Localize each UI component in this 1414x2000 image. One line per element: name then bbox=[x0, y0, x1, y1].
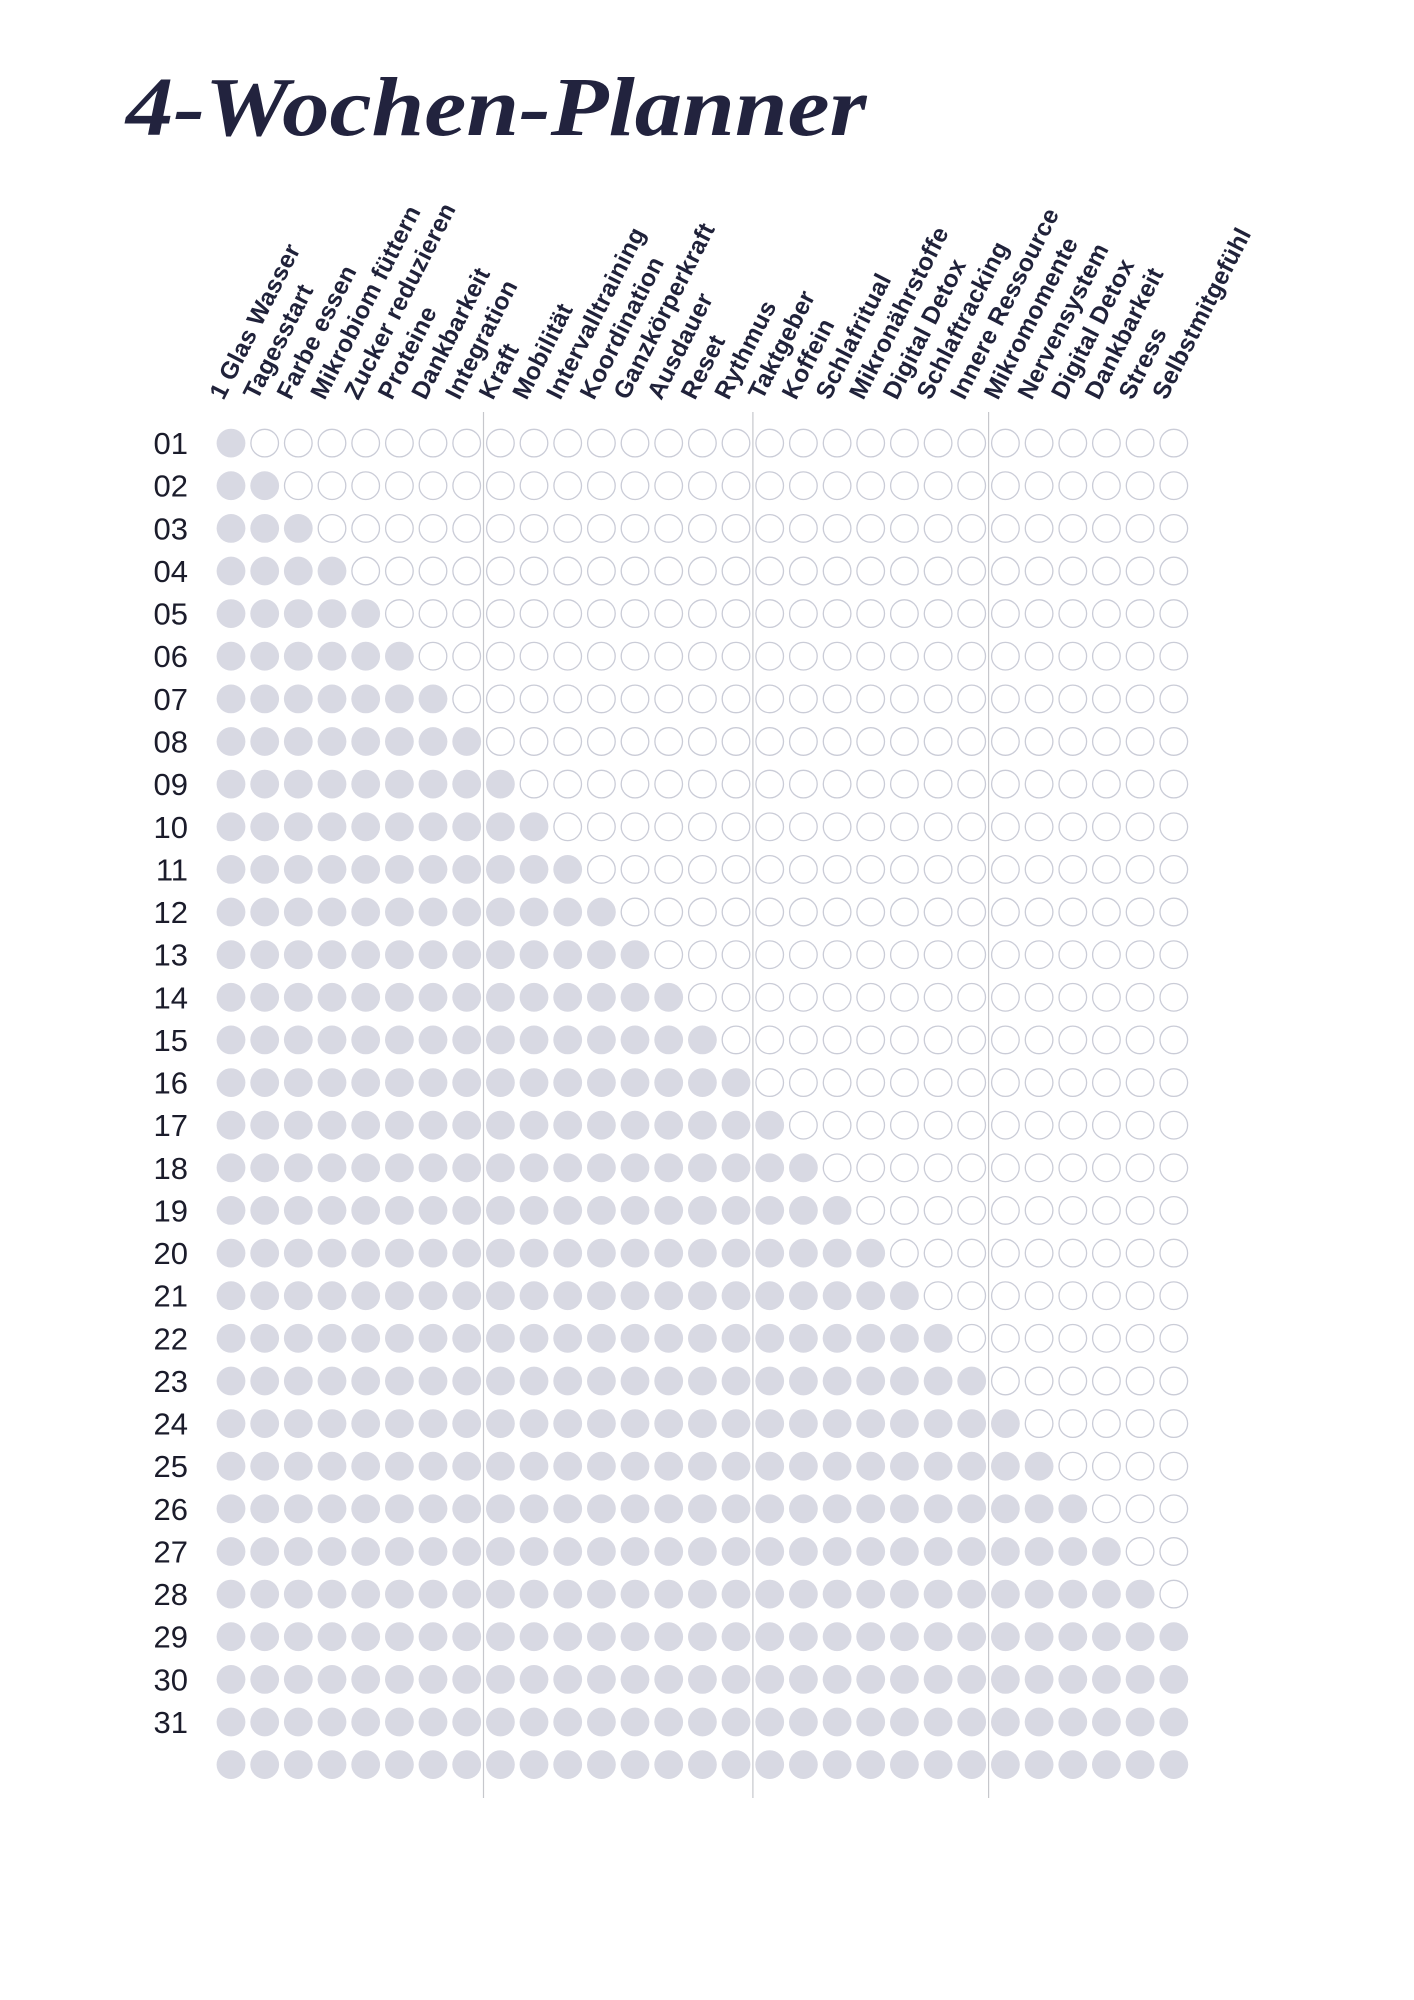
svg-text:13: 13 bbox=[154, 938, 188, 973]
svg-text:09: 09 bbox=[154, 767, 188, 802]
svg-text:17: 17 bbox=[154, 1108, 188, 1143]
svg-text:25: 25 bbox=[154, 1449, 188, 1484]
svg-text:22: 22 bbox=[154, 1321, 188, 1356]
svg-text:30: 30 bbox=[154, 1662, 188, 1697]
svg-text:27: 27 bbox=[154, 1535, 188, 1570]
svg-text:04: 04 bbox=[154, 554, 188, 589]
svg-text:12: 12 bbox=[154, 895, 188, 930]
svg-text:Selbstmitgefühl: Selbstmitgefühl bbox=[1148, 224, 1258, 404]
svg-text:15: 15 bbox=[154, 1023, 188, 1058]
svg-text:18: 18 bbox=[154, 1151, 188, 1186]
svg-text:05: 05 bbox=[154, 597, 188, 632]
svg-text:19: 19 bbox=[154, 1193, 188, 1228]
svg-text:03: 03 bbox=[154, 511, 188, 546]
svg-text:02: 02 bbox=[154, 469, 188, 504]
svg-text:21: 21 bbox=[154, 1279, 188, 1314]
svg-text:29: 29 bbox=[154, 1620, 188, 1655]
svg-text:14: 14 bbox=[154, 980, 188, 1015]
svg-text:08: 08 bbox=[154, 725, 188, 760]
svg-text:10: 10 bbox=[154, 810, 188, 845]
svg-text:16: 16 bbox=[154, 1066, 188, 1101]
svg-text:24: 24 bbox=[154, 1407, 188, 1442]
svg-text:23: 23 bbox=[154, 1364, 188, 1399]
svg-text:26: 26 bbox=[154, 1492, 188, 1527]
svg-text:01: 01 bbox=[154, 426, 188, 461]
svg-text:11: 11 bbox=[156, 852, 188, 887]
svg-text:28: 28 bbox=[154, 1577, 188, 1612]
svg-text:20: 20 bbox=[154, 1236, 188, 1271]
svg-text:06: 06 bbox=[154, 639, 188, 674]
svg-text:07: 07 bbox=[154, 682, 188, 717]
svg-text:31: 31 bbox=[154, 1705, 188, 1740]
